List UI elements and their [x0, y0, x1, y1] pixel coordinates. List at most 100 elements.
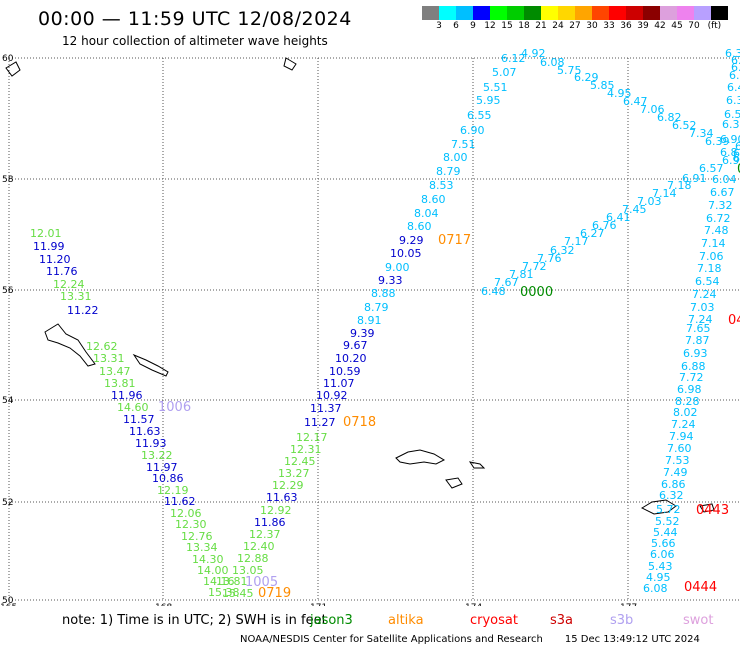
wave-height-value: 5.51	[483, 81, 508, 94]
wave-height-value: 10.59	[329, 365, 361, 378]
wave-height-value: 9.67	[343, 339, 368, 352]
wave-height-value: 7.06	[640, 103, 665, 116]
colorbar-tick: 18	[518, 21, 530, 31]
wave-height-value: 15.38	[208, 586, 240, 599]
colorbar-swatch	[592, 6, 609, 20]
wave-height-value: 6.72	[706, 212, 731, 225]
wave-height-value: 6.82	[657, 111, 682, 124]
colorbar-swatch	[694, 6, 711, 20]
wave-height-value: 6.47	[623, 95, 648, 108]
wave-height-value: 11.57	[123, 413, 155, 426]
wave-height-value: 6.8	[735, 140, 740, 153]
wave-height-value: 6.9	[722, 154, 740, 167]
colorbar-tick: 33	[603, 21, 615, 31]
wave-height-value: 12.88	[237, 552, 269, 565]
colorbar-swatch	[711, 6, 728, 20]
wave-height-value: 10.86	[152, 472, 184, 485]
wave-height-value: 6.54	[695, 275, 720, 288]
pass-time-label: 0443	[696, 503, 729, 518]
wave-height-value: 11.37	[310, 402, 342, 415]
colorbar-tick: 42	[654, 21, 666, 31]
wave-height-value: 6.35	[722, 118, 740, 131]
wave-height-value: 7.94	[669, 430, 694, 443]
wave-height-value: 12.17	[296, 431, 328, 444]
colorbar-tick: 24	[552, 21, 564, 31]
wave-height-value: 14.60	[117, 401, 149, 414]
colorbar-swatch	[609, 6, 626, 20]
wave-height-value: 6.35	[726, 94, 740, 107]
colorbar-swatch	[524, 6, 541, 20]
wave-height-value: 11.62	[164, 495, 196, 508]
wave-height-value: 7.24	[688, 313, 713, 326]
wave-height-value: 6.76	[592, 219, 617, 232]
pass-time-label: 0443	[728, 313, 740, 328]
wave-height-value: 6.08	[643, 582, 668, 595]
axis-labels: 60 58 56 54 52 50165 168 171 174 177	[0, 54, 637, 606]
wave-height-value: 6.32	[550, 244, 575, 257]
colorbar-swatch	[643, 6, 660, 20]
wave-height-value: 7.06	[699, 250, 724, 263]
lat-label: 60	[2, 54, 14, 64]
wave-height-value: 6.8	[720, 146, 738, 159]
wave-height-value: 11.27	[304, 416, 336, 429]
wave-height-value: 6.37	[725, 47, 740, 60]
wave-height-value: 7.60	[667, 442, 692, 455]
map-title: 00:00 — 11:59 UTC 12/08/2024	[38, 8, 352, 30]
lon-label: 168	[155, 603, 172, 606]
wave-height-value: 12.29	[272, 479, 304, 492]
wave-height-value: 8.79	[436, 165, 461, 178]
wave-height-value: 6.56	[729, 69, 740, 82]
wave-height-value: 11.97	[146, 461, 178, 474]
wave-height-value: 5.43	[648, 560, 673, 573]
pass-labels: 071707180719000000010061005044304430444	[158, 162, 740, 601]
footer-credit: NOAA/NESDIS Center for Satellite Applica…	[240, 634, 543, 645]
wave-height-value: 12.31	[290, 443, 322, 456]
wave-height-value: 8.00	[443, 151, 468, 164]
colorbar-tick: 45	[671, 21, 683, 31]
pass-time-label: 0717	[438, 233, 471, 248]
satellite-legend-swot: swot	[683, 613, 714, 628]
wave-height-value: 8.53	[429, 179, 454, 192]
colorbar-tick: 12	[484, 21, 496, 31]
wave-height-value: 6.12	[501, 52, 526, 65]
wave-height-value: 11.99	[33, 240, 65, 253]
wave-height-value: 6.67	[710, 186, 735, 199]
colorbar-tick: 36	[620, 21, 632, 31]
colorbar-swatch	[626, 6, 643, 20]
wave-height-value: 7.65	[686, 322, 711, 335]
wave-height-value: 6.49	[727, 81, 740, 94]
wave-height-value: 7.17	[564, 235, 589, 248]
land-outline	[132, 353, 169, 377]
wave-height-value: 13.31	[93, 352, 125, 365]
wave-height-value: 7.24	[671, 418, 696, 431]
wave-height-value: 7.14	[652, 187, 677, 200]
satellite-legend-jason3: jason3	[310, 613, 353, 628]
colorbar-swatch	[660, 6, 677, 20]
lon-label: 171	[310, 603, 327, 606]
track-values: 12.0111.9911.2011.7612.2413.3111.2212.62…	[30, 47, 740, 600]
colorbar-swatch	[422, 6, 439, 20]
wave-height-value: 5.07	[492, 66, 517, 79]
wave-height-value: 12.62	[86, 340, 118, 353]
wave-height-value: 11.93	[135, 437, 167, 450]
wave-height-value: 6.86	[661, 478, 686, 491]
wave-height-value: 6.46	[731, 54, 740, 67]
colorbar-swatch	[507, 6, 524, 20]
wave-height-value: 9.00	[385, 261, 410, 274]
wave-height-value: 8.88	[371, 287, 396, 300]
wave-height-value: 14.16	[203, 575, 235, 588]
wave-height-value: 8.60	[407, 220, 432, 233]
wave-height-value: 7.18	[697, 262, 722, 275]
wave-height-value: 15.45	[222, 587, 254, 600]
satellite-legend-cryosat: cryosat	[470, 613, 518, 628]
wave-height-value: 5.75	[557, 64, 582, 77]
map-canvas: 605856545250165168171174177 12.0111.9911…	[0, 47, 740, 606]
map-subtitle: 12 hour collection of altimeter wave hei…	[62, 34, 328, 48]
wave-height-value: 12.19	[157, 484, 189, 497]
wave-height-value: 6.04	[712, 173, 737, 186]
land-outline	[5, 61, 21, 77]
wave-height-value: 11.96	[111, 389, 143, 402]
land-outline	[640, 499, 677, 515]
lon-label: 177	[620, 603, 637, 606]
colorbar-tick: 30	[586, 21, 598, 31]
